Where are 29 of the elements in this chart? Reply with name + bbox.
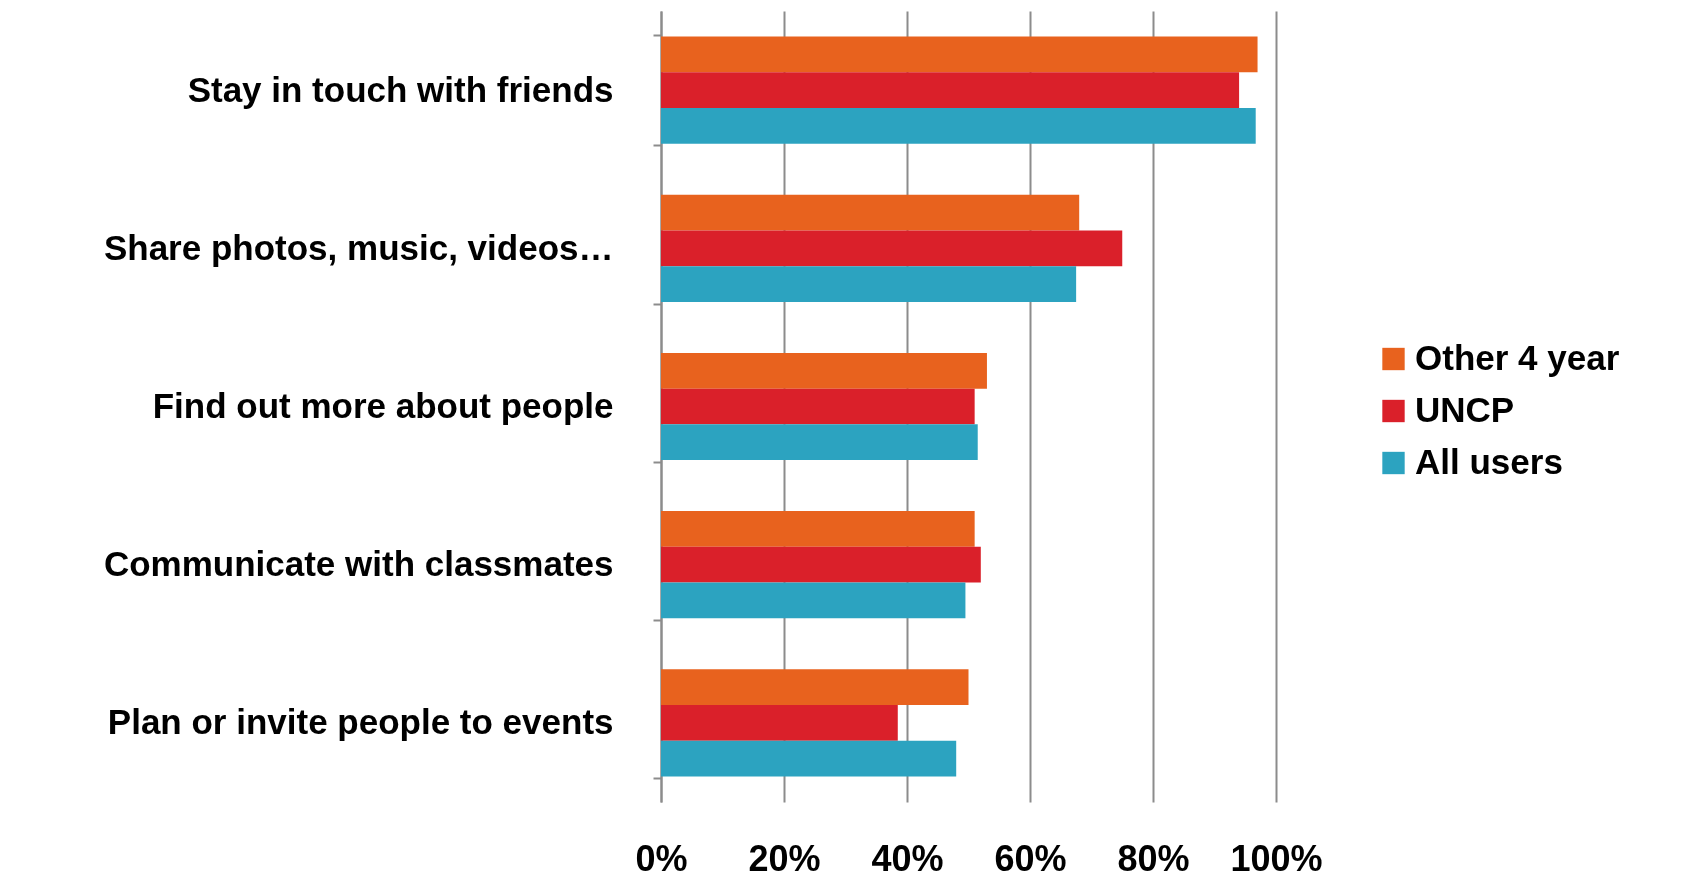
bar bbox=[661, 511, 975, 547]
x-tick-label: 100% bbox=[1230, 837, 1323, 879]
bar bbox=[661, 582, 966, 619]
bar bbox=[661, 669, 969, 706]
x-tick-label: 40% bbox=[871, 837, 944, 879]
y-tick-label: Stay in touch with friends bbox=[187, 69, 614, 109]
bar bbox=[661, 424, 978, 461]
bar bbox=[661, 194, 1080, 231]
x-tick-label: 80% bbox=[1117, 837, 1190, 879]
legend-label: Other 4 year bbox=[1415, 338, 1620, 377]
y-tick-label: Share photos, music, videos… bbox=[103, 227, 614, 267]
bar bbox=[661, 705, 898, 741]
bar bbox=[661, 352, 987, 389]
y-tick-label: Find out more about people bbox=[152, 386, 614, 425]
bar bbox=[661, 107, 1256, 144]
legend-label: UNCP bbox=[1415, 390, 1515, 429]
y-tick-label: Communicate with classmates bbox=[103, 544, 614, 584]
bar bbox=[661, 740, 957, 777]
bar bbox=[661, 230, 1123, 267]
bar bbox=[661, 266, 1077, 302]
bar bbox=[661, 388, 975, 425]
x-tick-label: 20% bbox=[748, 837, 821, 879]
x-tick-label: 60% bbox=[994, 837, 1067, 879]
y-tick-label: Plan or invite people to events bbox=[107, 702, 614, 742]
x-tick-label: 0% bbox=[635, 837, 688, 879]
bar bbox=[661, 72, 1240, 108]
bar bbox=[661, 546, 981, 583]
bar bbox=[661, 36, 1258, 73]
legend-label: All users bbox=[1415, 442, 1563, 481]
